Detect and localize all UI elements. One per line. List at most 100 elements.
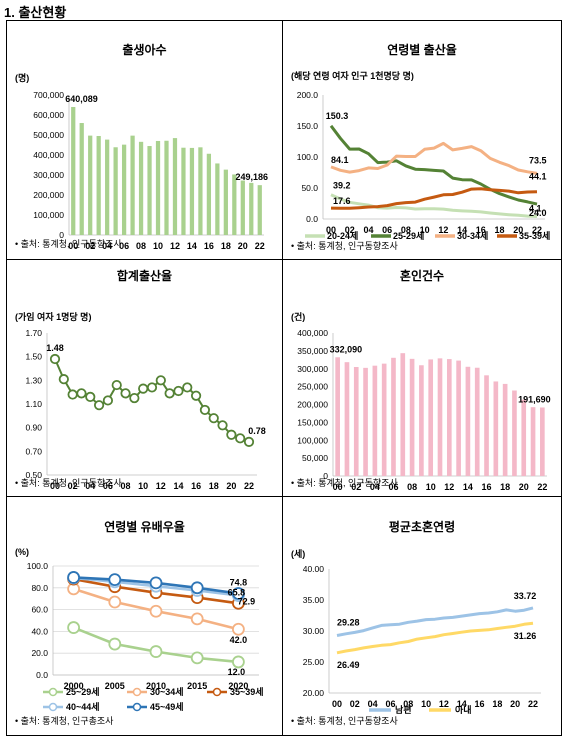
births-bar (96, 135, 101, 235)
births-xtick-label: 10 (153, 241, 163, 251)
marriages-data-label: 191,690 (518, 394, 551, 404)
births-bar (155, 140, 161, 235)
tfr-xtick-label: 20 (226, 481, 236, 491)
tfr-xtick-label: 14 (173, 481, 183, 491)
births-bar (206, 153, 212, 235)
age_fertility-title: 연령별 출산율 (387, 42, 457, 57)
panel-married-rate: 연령별 유배우율 (%) 0.0 20.0 40.0 60.0 80.0 100.0 2000 2… (7, 497, 282, 735)
marriages-unit-label: (건) (291, 311, 305, 322)
marriages-xtick-label: 22 (537, 482, 547, 492)
married_rate-legend-marker (48, 687, 58, 697)
age_fertility-data-label: 39.2 (333, 181, 351, 191)
marriage_age-ytick-label: 40.00 (303, 564, 325, 574)
tfr-point-marker (199, 404, 211, 416)
age_fertility-xtick-label: 14 (457, 225, 467, 235)
births-xtick-label: 16 (204, 241, 214, 251)
marriage_age-data-label: 26.49 (337, 660, 360, 670)
marriages-bar (381, 363, 387, 476)
births-xtick-label: 14 (187, 241, 197, 251)
marriage-age-chart: 평균초혼연령 (세) 20.00 25.00 30.00 35.00 40.00 00 02 04… (291, 519, 541, 726)
marriages-bar (521, 399, 527, 476)
tfr-point-marker (164, 388, 175, 399)
tfr-point-marker (120, 388, 131, 399)
marriage_age-data-label: 33.72 (514, 591, 537, 601)
age_fertility-data-label: 150.3 (326, 111, 349, 121)
marriages-source-note: • 출처: 통계청, 인구동향조사 (291, 477, 398, 488)
marriages-bar (540, 407, 545, 476)
marriages-bar (456, 360, 461, 476)
marriage_age-source-note: • 출처: 통계청, 인구동향조사 (291, 715, 398, 726)
age_fertility-xtick-label: 22 (532, 225, 542, 235)
marriage_age-xtick-label: 20 (510, 699, 520, 709)
tfr-ytick-label: 1.10 (25, 399, 42, 409)
marriages-xtick-label: 20 (519, 482, 529, 492)
marriage_age-xtick-label: 08 (403, 699, 413, 709)
age_fertility-source-note: • 출처: 통계청, 인구동향조사 (291, 240, 398, 251)
births-ytick-label: 700,000 (33, 90, 64, 100)
tfr-data-label: 0.78 (248, 426, 266, 436)
tfr-ytick-label: 0.50 (25, 470, 42, 480)
section-heading: 1. 출산현황 (4, 5, 67, 20)
grid-divider-vertical (282, 21, 283, 735)
panel-marriages: 혼인건수 (건) 0 50,000 100,000 150,000 200,000 250,0… (283, 260, 561, 496)
marriages-xtick-label: 06 (388, 482, 398, 492)
married_rate-data-label: 74.8 (230, 577, 248, 587)
marriage_age-xtick-label: 14 (457, 699, 467, 709)
tfr-source-note: • 출처: 통계청, 인구동향조사 (15, 477, 122, 488)
marriages-ytick-label: 50,000 (302, 453, 328, 463)
tfr-chart: 합계출산율 (가임 여자 1명당 명) 0.50 0.70 0.90 1.10 1.30 1.… (15, 268, 266, 491)
age-fertility-chart: 연령별 출산율 (해당 연령 여자 인구 1천명당 명) 0.0 50.0 100.0 1… (291, 42, 550, 251)
births-bar (105, 139, 110, 235)
marriages-bar (530, 407, 536, 476)
married_rate-data-label: 42.0 (230, 635, 248, 645)
marriages-bar (409, 358, 415, 476)
births-bar (198, 147, 203, 235)
tfr-point-marker (243, 436, 255, 447)
tfr-point-marker (217, 420, 228, 431)
tfr-point-marker (138, 383, 149, 394)
marriages-xtick-label: 10 (426, 482, 436, 492)
age_fertility-legend-label: 20-24세 (327, 230, 358, 241)
married_rate-data-label: 12.0 (228, 667, 246, 677)
age_fertility-ytick-label: 200.0 (297, 90, 319, 100)
tfr-ytick-label: 0.90 (25, 423, 42, 433)
married_rate-point-marker (108, 595, 122, 609)
married_rate-point-marker (231, 655, 245, 669)
tfr-title: 합계출산율 (117, 268, 172, 283)
births-title: 출생아수 (122, 42, 166, 57)
age_fertility-legend-label: 35-39세 (519, 230, 550, 241)
marriage_age-xtick-label: 16 (475, 699, 485, 709)
births-ytick-label: 200,000 (33, 190, 64, 200)
tfr-xtick-label: 16 (191, 481, 201, 491)
age_fertility-xtick-label: 12 (438, 225, 448, 235)
married_rate-point-marker (190, 651, 204, 665)
births-bar (249, 182, 254, 235)
tfr-point-marker (93, 400, 105, 411)
births-ytick-label: 500,000 (33, 130, 64, 140)
births-xtick-label: 18 (221, 241, 231, 251)
married_rate-legend-marker (132, 702, 142, 712)
age_fertility-xtick-label: 16 (476, 225, 486, 235)
births-ytick-label: 600,000 (33, 110, 64, 120)
married_rate-ytick-label: 40.0 (31, 626, 48, 636)
married_rate-data-label: 72.9 (238, 597, 256, 607)
panel-tfr: 합계출산율 (가임 여자 1명당 명) 0.50 0.70 0.90 1.10 1.30 1.… (7, 260, 282, 496)
births-bar (71, 106, 76, 235)
age_fertility-ytick-label: 50.0 (301, 183, 318, 193)
age_fertility-data-label: 44.1 (529, 172, 547, 182)
marriages-xtick-label: 02 (351, 482, 361, 492)
married_rate-source-note: • 출처: 통계청, 인구총조사 (15, 715, 114, 726)
tfr-point-marker (49, 353, 61, 365)
marriages-bar (428, 359, 434, 476)
births-bar (138, 141, 144, 235)
marriages-xtick-label: 16 (482, 482, 492, 492)
marriages-xtick-label: 00 (333, 482, 343, 492)
marriages-bar (512, 390, 517, 476)
marriage_age-xtick-label: 12 (439, 699, 449, 709)
marriage_age-title: 평균초혼연령 (389, 519, 455, 534)
births-ytick-label: 100,000 (33, 210, 64, 220)
marriages-ytick-label: 250,000 (297, 382, 328, 392)
marriages-bar (353, 367, 359, 476)
marriage_age-xtick-label: 18 (492, 699, 502, 709)
